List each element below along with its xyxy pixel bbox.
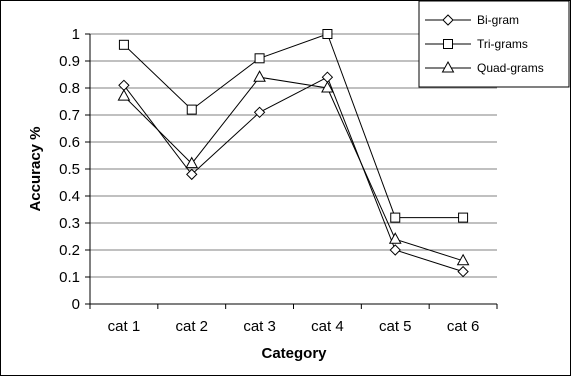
y-tick-label: 0.5 <box>59 161 80 178</box>
data-point-quad-grams <box>185 156 199 169</box>
x-axis-title: Category <box>261 345 327 362</box>
y-tick-label: 0.2 <box>59 242 80 259</box>
data-point-tri-grams <box>186 104 197 115</box>
y-tick-labels: 0 0.1 0.2 0.3 0.4 0.5 0.6 0.7 0.8 0.9 1 <box>59 26 80 313</box>
x-tick-label: cat 4 <box>311 318 344 335</box>
legend-item-tri-grams: Tri-grams <box>425 37 528 51</box>
legend-marker-tri-grams <box>443 39 453 49</box>
legend: Bi-gram Tri-grams Quad-grams <box>418 0 570 88</box>
series-line-tri-grams <box>123 33 464 219</box>
y-tick-label: 0.6 <box>59 134 80 151</box>
data-point-bi-gram <box>186 168 198 181</box>
data-point-tri-grams <box>254 53 265 64</box>
data-point-tri-grams <box>390 212 401 223</box>
data-point-quad-grams <box>321 80 334 93</box>
data-point-quad-grams <box>117 89 131 101</box>
data-point-bi-gram <box>389 244 401 256</box>
y-tick-label: 0.7 <box>59 107 80 124</box>
legend-label: Bi-gram <box>477 13 519 27</box>
series-quad-grams <box>117 70 470 266</box>
series-group <box>117 29 470 278</box>
data-point-quad-grams <box>456 253 470 266</box>
legend-item-quad-grams: Quad-grams <box>425 60 544 75</box>
y-axis-title: Accuracy % <box>27 126 44 211</box>
x-tick-label: cat 3 <box>243 318 276 335</box>
data-point-tri-grams <box>118 39 129 50</box>
data-point-bi-gram <box>253 106 266 119</box>
data-point-tri-grams <box>458 212 469 223</box>
legend-label: Tri-grams <box>477 37 528 51</box>
data-point-bi-gram <box>457 265 469 278</box>
y-tick-label: 0.8 <box>59 80 80 97</box>
gridlines <box>90 33 497 278</box>
series-tri-grams <box>118 29 469 223</box>
y-tick-label: 0.4 <box>59 188 80 205</box>
x-tick-label: cat 1 <box>108 318 141 335</box>
x-tick-labels: cat 1 cat 2 cat 3 cat 4 cat 5 cat 6 <box>108 318 480 335</box>
y-tick-label: 0.9 <box>59 53 80 70</box>
axes <box>85 33 498 309</box>
legend-marker-quad-grams <box>441 60 455 73</box>
data-point-quad-grams <box>253 70 266 82</box>
series-line-bi-gram <box>123 76 464 273</box>
legend-label: Quad-grams <box>477 61 544 75</box>
x-tick-label: cat 6 <box>447 318 480 335</box>
legend-item-bi-gram: Bi-gram <box>425 13 519 27</box>
y-tick-label: 1 <box>72 26 80 43</box>
legend-marker-bi-gram <box>442 14 454 26</box>
y-tick-label: 0.1 <box>59 269 80 286</box>
y-tick-label: 0 <box>72 296 80 313</box>
x-tick-label: cat 5 <box>379 318 412 335</box>
x-tick-label: cat 2 <box>175 318 208 335</box>
data-point-quad-grams <box>388 232 402 244</box>
series-line-quad-grams <box>123 76 464 262</box>
data-point-tri-grams <box>322 29 333 39</box>
y-tick-label: 0.3 <box>59 215 80 232</box>
